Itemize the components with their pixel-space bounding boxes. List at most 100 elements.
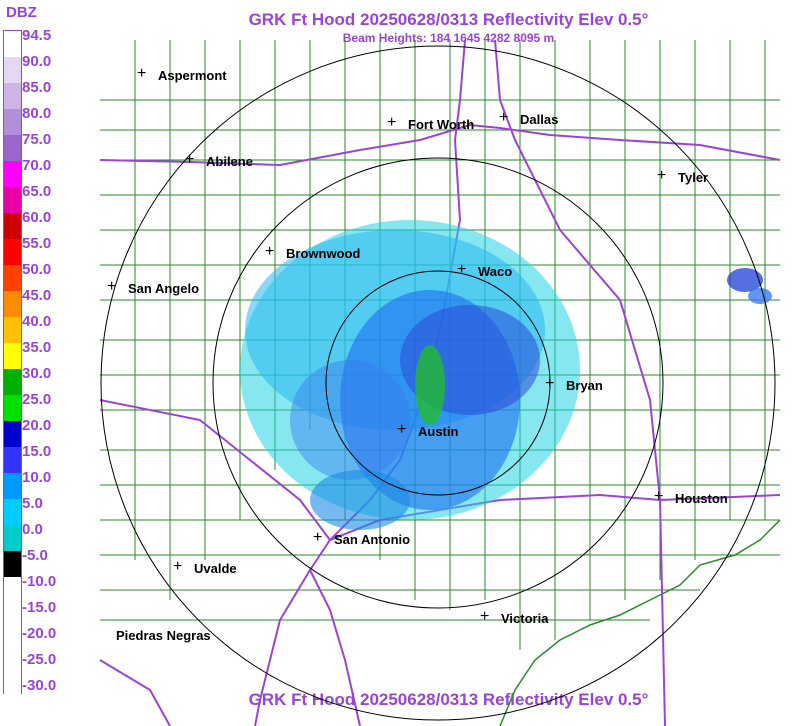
legend-swatch xyxy=(4,655,21,681)
city-san-angelo: + San Angelo xyxy=(107,278,199,296)
legend-level-label: 90.0 xyxy=(22,53,52,70)
legend-swatch xyxy=(4,447,21,473)
legend-level-label: 0.0 xyxy=(22,521,43,538)
city-marker-icon: + xyxy=(313,529,323,546)
legend-level-label: 55.0 xyxy=(22,235,52,252)
city-fort-worth: + Fort Worth xyxy=(387,114,474,132)
city-piedras-negras: Piedras Negras xyxy=(116,628,211,643)
legend-level-label: 10.0 xyxy=(22,469,52,486)
coastline xyxy=(499,519,781,726)
legend-level-label: -10.0 xyxy=(22,573,57,590)
legend-level-label: 25.0 xyxy=(22,391,52,408)
legend-swatch xyxy=(4,83,21,109)
city-name: Piedras Negras xyxy=(116,628,211,643)
city-aspermont: + Aspermont xyxy=(137,65,227,83)
city-marker-icon: + xyxy=(657,167,667,184)
legend-level-label: 20.0 xyxy=(22,417,52,434)
map-title: GRK Ft Hood 20250628/0313 Reflectivity E… xyxy=(248,10,649,29)
legend-swatch xyxy=(4,395,21,421)
legend-swatch xyxy=(4,603,21,629)
legend-level-label: 45.0 xyxy=(22,287,52,304)
reflectivity-echoes xyxy=(240,220,772,530)
legend-swatch xyxy=(4,317,21,343)
legend-swatch xyxy=(4,31,21,57)
city-marker-icon: + xyxy=(137,65,147,82)
legend-level-label: 85.0 xyxy=(22,79,52,96)
city-san-antonio: + San Antonio xyxy=(313,529,410,547)
city-marker-icon: + xyxy=(480,608,490,625)
legend-level-label: 15.0 xyxy=(22,443,52,460)
city-name: Houston xyxy=(675,491,728,506)
city-bryan: + Bryan xyxy=(545,375,603,393)
city-marker-icon: + xyxy=(397,421,407,438)
dbz-color-legend: DBZ 94.5 90.0 85.0 80.0 75.0 70.0 65.0 60.0 55.0… xyxy=(0,0,100,726)
city-name: Austin xyxy=(418,424,459,439)
legend-level-label: 75.0 xyxy=(22,131,52,148)
legend-level-label: 40.0 xyxy=(22,313,52,330)
legend-unit: DBZ xyxy=(6,4,37,21)
legend-color-bar xyxy=(3,30,22,707)
city-waco: + Waco xyxy=(457,261,512,279)
city-name: Waco xyxy=(478,264,513,279)
legend-level-label: -5.0 xyxy=(22,547,48,564)
city-houston: + Houston xyxy=(654,488,728,506)
legend-swatch xyxy=(4,525,21,551)
legend-swatch xyxy=(4,629,21,655)
legend-swatch xyxy=(4,291,21,317)
legend-swatch xyxy=(4,551,21,577)
city-marker-icon: + xyxy=(173,558,183,575)
legend-level-label: 50.0 xyxy=(22,261,52,278)
legend-swatch xyxy=(4,681,21,707)
city-name: Brownwood xyxy=(286,246,361,261)
legend-level-label: 30.0 xyxy=(22,365,52,382)
legend-level-label: 70.0 xyxy=(22,157,52,174)
legend-swatch xyxy=(4,421,21,447)
city-marker-icon: + xyxy=(654,488,664,505)
city-marker-icon: + xyxy=(499,109,509,126)
beam-heights-subtitle: Beam Heights: 184 1645 4282 8095 m xyxy=(342,31,555,45)
city-marker-icon: + xyxy=(387,114,397,131)
range-rings xyxy=(100,45,776,721)
legend-level-label: -15.0 xyxy=(22,599,57,616)
city-dallas: + Dallas xyxy=(499,109,558,127)
city-name: San Antonio xyxy=(334,532,411,547)
city-name: Dallas xyxy=(520,112,559,127)
city-brownwood: + Brownwood xyxy=(265,243,360,261)
legend-swatch xyxy=(4,499,21,525)
city-victoria: + Victoria xyxy=(480,608,548,626)
legend-swatch xyxy=(4,213,21,239)
city-marker-icon: + xyxy=(545,375,555,392)
legend-swatch xyxy=(4,369,21,395)
city-tyler: + Tyler xyxy=(657,167,708,185)
legend-level-label: 5.0 xyxy=(22,495,43,512)
city-austin: + Austin xyxy=(397,421,458,439)
city-marker-icon: + xyxy=(107,278,117,295)
legend-level-label: -25.0 xyxy=(22,651,57,668)
legend-swatch xyxy=(4,265,21,291)
map-title-bottom: GRK Ft Hood 20250628/0313 Reflectivity E… xyxy=(248,690,649,709)
city-marker-icon: + xyxy=(457,261,467,278)
legend-swatch xyxy=(4,343,21,369)
city-abilene: + Abilene xyxy=(185,151,253,169)
city-name: Victoria xyxy=(501,611,549,626)
legend-swatch xyxy=(4,109,21,135)
legend-swatch xyxy=(4,473,21,499)
legend-level-label: -20.0 xyxy=(22,625,57,642)
legend-level-label: -30.0 xyxy=(22,677,57,694)
legend-level-label: 60.0 xyxy=(22,209,52,226)
legend-swatch xyxy=(4,187,21,213)
city-name: San Angelo xyxy=(128,281,200,296)
city-name: Uvalde xyxy=(194,561,237,576)
legend-level-label: 94.5 xyxy=(22,27,52,44)
city-name: Abilene xyxy=(206,154,253,169)
legend-level-label: 35.0 xyxy=(22,339,52,356)
city-name: Tyler xyxy=(678,170,709,185)
legend-level-label: 80.0 xyxy=(22,105,52,122)
city-name: Aspermont xyxy=(158,68,227,83)
legend-swatch xyxy=(4,57,21,83)
legend-swatch xyxy=(4,239,21,265)
city-name: Bryan xyxy=(566,378,603,393)
city-marker-icon: + xyxy=(185,151,195,168)
legend-swatch xyxy=(4,135,21,161)
